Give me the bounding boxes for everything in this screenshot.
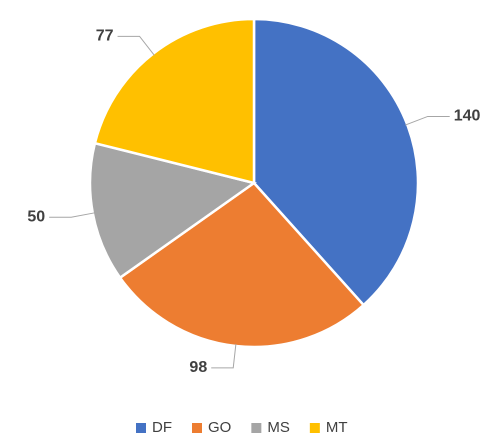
data-label: 77 bbox=[96, 28, 114, 45]
data-label: 140 bbox=[454, 108, 481, 125]
legend-swatch bbox=[192, 423, 202, 433]
leader-line bbox=[405, 115, 450, 126]
legend-label: DF bbox=[152, 419, 172, 436]
legend-label: MS bbox=[267, 419, 290, 436]
leader-line bbox=[49, 212, 95, 218]
legend-swatch bbox=[309, 423, 320, 433]
data-label: 98 bbox=[189, 359, 207, 376]
leader-line bbox=[211, 343, 237, 369]
leader-line bbox=[117, 35, 155, 56]
legend-swatch bbox=[136, 423, 146, 433]
data-label: 50 bbox=[27, 208, 45, 225]
legend-swatch bbox=[251, 423, 262, 433]
legend-label: MT bbox=[326, 419, 348, 436]
legend-label: GO bbox=[208, 419, 231, 436]
